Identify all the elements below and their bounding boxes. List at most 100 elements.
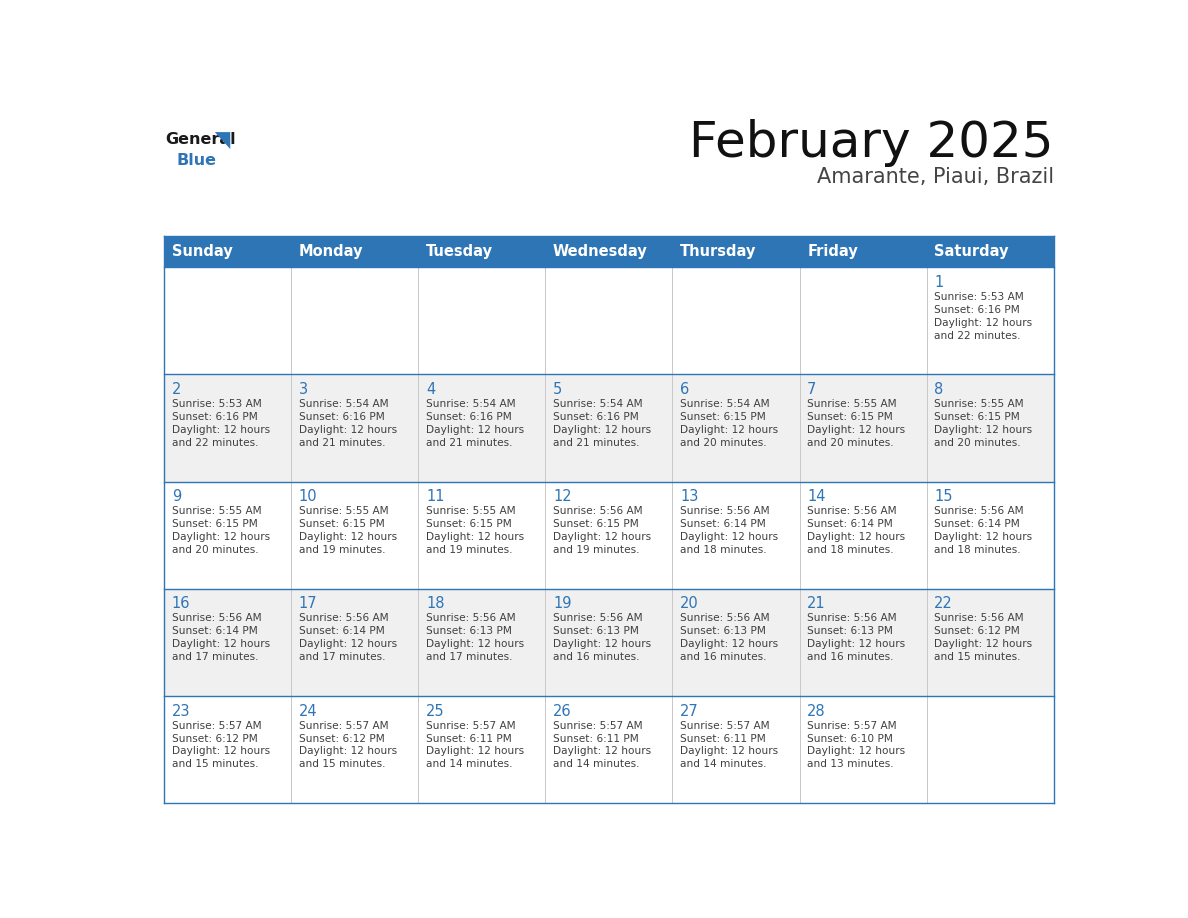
Text: Daylight: 12 hours: Daylight: 12 hours (299, 639, 397, 649)
Text: Sunrise: 5:56 AM: Sunrise: 5:56 AM (681, 506, 770, 516)
Text: Sunset: 6:15 PM: Sunset: 6:15 PM (299, 520, 385, 529)
Text: 8: 8 (934, 382, 943, 397)
Text: Tuesday: Tuesday (426, 244, 493, 260)
Text: Sunrise: 5:56 AM: Sunrise: 5:56 AM (426, 613, 516, 623)
Text: and 20 minutes.: and 20 minutes. (934, 438, 1020, 448)
Text: and 19 minutes.: and 19 minutes. (554, 545, 639, 555)
Text: Daylight: 12 hours: Daylight: 12 hours (808, 746, 905, 756)
Text: 12: 12 (554, 489, 571, 504)
Text: Daylight: 12 hours: Daylight: 12 hours (554, 532, 651, 543)
Text: 11: 11 (426, 489, 444, 504)
Text: Daylight: 12 hours: Daylight: 12 hours (299, 746, 397, 756)
Text: Blue: Blue (176, 153, 216, 168)
Text: 24: 24 (299, 704, 317, 719)
Text: Daylight: 12 hours: Daylight: 12 hours (681, 532, 778, 543)
Text: 27: 27 (681, 704, 699, 719)
Text: Daylight: 12 hours: Daylight: 12 hours (934, 425, 1032, 435)
Text: Sunrise: 5:57 AM: Sunrise: 5:57 AM (426, 721, 516, 731)
Text: and 22 minutes.: and 22 minutes. (934, 330, 1020, 341)
Text: 6: 6 (681, 382, 689, 397)
Text: Sunset: 6:11 PM: Sunset: 6:11 PM (681, 733, 766, 744)
Text: 9: 9 (172, 489, 181, 504)
Text: and 20 minutes.: and 20 minutes. (172, 545, 258, 555)
Text: Sunrise: 5:56 AM: Sunrise: 5:56 AM (681, 613, 770, 623)
Text: Daylight: 12 hours: Daylight: 12 hours (426, 639, 524, 649)
Text: Sunrise: 5:56 AM: Sunrise: 5:56 AM (808, 613, 897, 623)
Text: Sunrise: 5:55 AM: Sunrise: 5:55 AM (172, 506, 261, 516)
Text: Sunrise: 5:56 AM: Sunrise: 5:56 AM (934, 613, 1024, 623)
Text: Sunrise: 5:53 AM: Sunrise: 5:53 AM (172, 399, 261, 409)
Text: Saturday: Saturday (934, 244, 1009, 260)
Text: Daylight: 12 hours: Daylight: 12 hours (172, 639, 270, 649)
Text: Sunset: 6:14 PM: Sunset: 6:14 PM (681, 520, 766, 529)
Text: and 15 minutes.: and 15 minutes. (299, 759, 385, 769)
Bar (164, 482, 1054, 588)
Text: 16: 16 (172, 597, 190, 611)
Text: Sunrise: 5:55 AM: Sunrise: 5:55 AM (426, 506, 516, 516)
Text: Daylight: 12 hours: Daylight: 12 hours (808, 425, 905, 435)
Text: Daylight: 12 hours: Daylight: 12 hours (681, 425, 778, 435)
Text: Daylight: 12 hours: Daylight: 12 hours (172, 425, 270, 435)
Text: and 20 minutes.: and 20 minutes. (681, 438, 766, 448)
Text: Daylight: 12 hours: Daylight: 12 hours (681, 639, 778, 649)
Text: Sunrise: 5:57 AM: Sunrise: 5:57 AM (554, 721, 643, 731)
Text: Sunset: 6:16 PM: Sunset: 6:16 PM (934, 305, 1020, 315)
Text: Daylight: 12 hours: Daylight: 12 hours (934, 318, 1032, 328)
Text: and 21 minutes.: and 21 minutes. (299, 438, 385, 448)
Text: Sunrise: 5:56 AM: Sunrise: 5:56 AM (808, 506, 897, 516)
Polygon shape (215, 132, 230, 149)
Text: 18: 18 (426, 597, 444, 611)
Text: and 18 minutes.: and 18 minutes. (934, 545, 1020, 555)
Text: Sunset: 6:15 PM: Sunset: 6:15 PM (426, 520, 512, 529)
Text: Daylight: 12 hours: Daylight: 12 hours (554, 425, 651, 435)
Text: and 17 minutes.: and 17 minutes. (172, 653, 258, 662)
Text: Sunrise: 5:57 AM: Sunrise: 5:57 AM (172, 721, 261, 731)
Bar (164, 588, 1054, 696)
Text: Daylight: 12 hours: Daylight: 12 hours (808, 532, 905, 543)
Text: 14: 14 (808, 489, 826, 504)
Text: Sunset: 6:16 PM: Sunset: 6:16 PM (172, 412, 258, 422)
Text: 26: 26 (554, 704, 571, 719)
Text: 1: 1 (934, 274, 943, 290)
Text: Sunset: 6:14 PM: Sunset: 6:14 PM (299, 626, 385, 636)
Text: Daylight: 12 hours: Daylight: 12 hours (681, 746, 778, 756)
Text: Daylight: 12 hours: Daylight: 12 hours (426, 425, 524, 435)
Text: Sunrise: 5:57 AM: Sunrise: 5:57 AM (299, 721, 388, 731)
Text: Amarante, Piaui, Brazil: Amarante, Piaui, Brazil (816, 167, 1054, 187)
Text: and 18 minutes.: and 18 minutes. (808, 545, 893, 555)
Text: Thursday: Thursday (681, 244, 757, 260)
Text: and 15 minutes.: and 15 minutes. (934, 653, 1020, 662)
Text: Sunset: 6:13 PM: Sunset: 6:13 PM (808, 626, 893, 636)
Text: and 20 minutes.: and 20 minutes. (808, 438, 893, 448)
Text: Sunset: 6:15 PM: Sunset: 6:15 PM (808, 412, 893, 422)
Text: Sunrise: 5:57 AM: Sunrise: 5:57 AM (808, 721, 897, 731)
Text: Monday: Monday (299, 244, 364, 260)
Bar (164, 375, 1054, 482)
Text: Sunset: 6:15 PM: Sunset: 6:15 PM (934, 412, 1020, 422)
Text: Sunrise: 5:56 AM: Sunrise: 5:56 AM (299, 613, 388, 623)
Bar (164, 267, 1054, 375)
Text: Daylight: 12 hours: Daylight: 12 hours (426, 532, 524, 543)
Text: 15: 15 (934, 489, 953, 504)
Text: 3: 3 (299, 382, 308, 397)
Text: 19: 19 (554, 597, 571, 611)
Text: Friday: Friday (808, 244, 858, 260)
Text: Sunset: 6:12 PM: Sunset: 6:12 PM (172, 733, 258, 744)
Text: Sunrise: 5:54 AM: Sunrise: 5:54 AM (681, 399, 770, 409)
Text: Sunset: 6:10 PM: Sunset: 6:10 PM (808, 733, 893, 744)
Text: and 19 minutes.: and 19 minutes. (299, 545, 385, 555)
Text: Sunset: 6:12 PM: Sunset: 6:12 PM (299, 733, 385, 744)
Text: Sunset: 6:15 PM: Sunset: 6:15 PM (554, 520, 639, 529)
Text: Sunrise: 5:55 AM: Sunrise: 5:55 AM (808, 399, 897, 409)
Text: Sunset: 6:15 PM: Sunset: 6:15 PM (681, 412, 766, 422)
Bar (164, 237, 1054, 267)
Text: and 15 minutes.: and 15 minutes. (172, 759, 258, 769)
Text: Sunrise: 5:53 AM: Sunrise: 5:53 AM (934, 292, 1024, 302)
Text: 22: 22 (934, 597, 953, 611)
Text: Daylight: 12 hours: Daylight: 12 hours (172, 532, 270, 543)
Text: and 14 minutes.: and 14 minutes. (554, 759, 639, 769)
Text: 25: 25 (426, 704, 444, 719)
Text: Daylight: 12 hours: Daylight: 12 hours (554, 639, 651, 649)
Text: Sunrise: 5:54 AM: Sunrise: 5:54 AM (299, 399, 388, 409)
Text: 21: 21 (808, 597, 826, 611)
